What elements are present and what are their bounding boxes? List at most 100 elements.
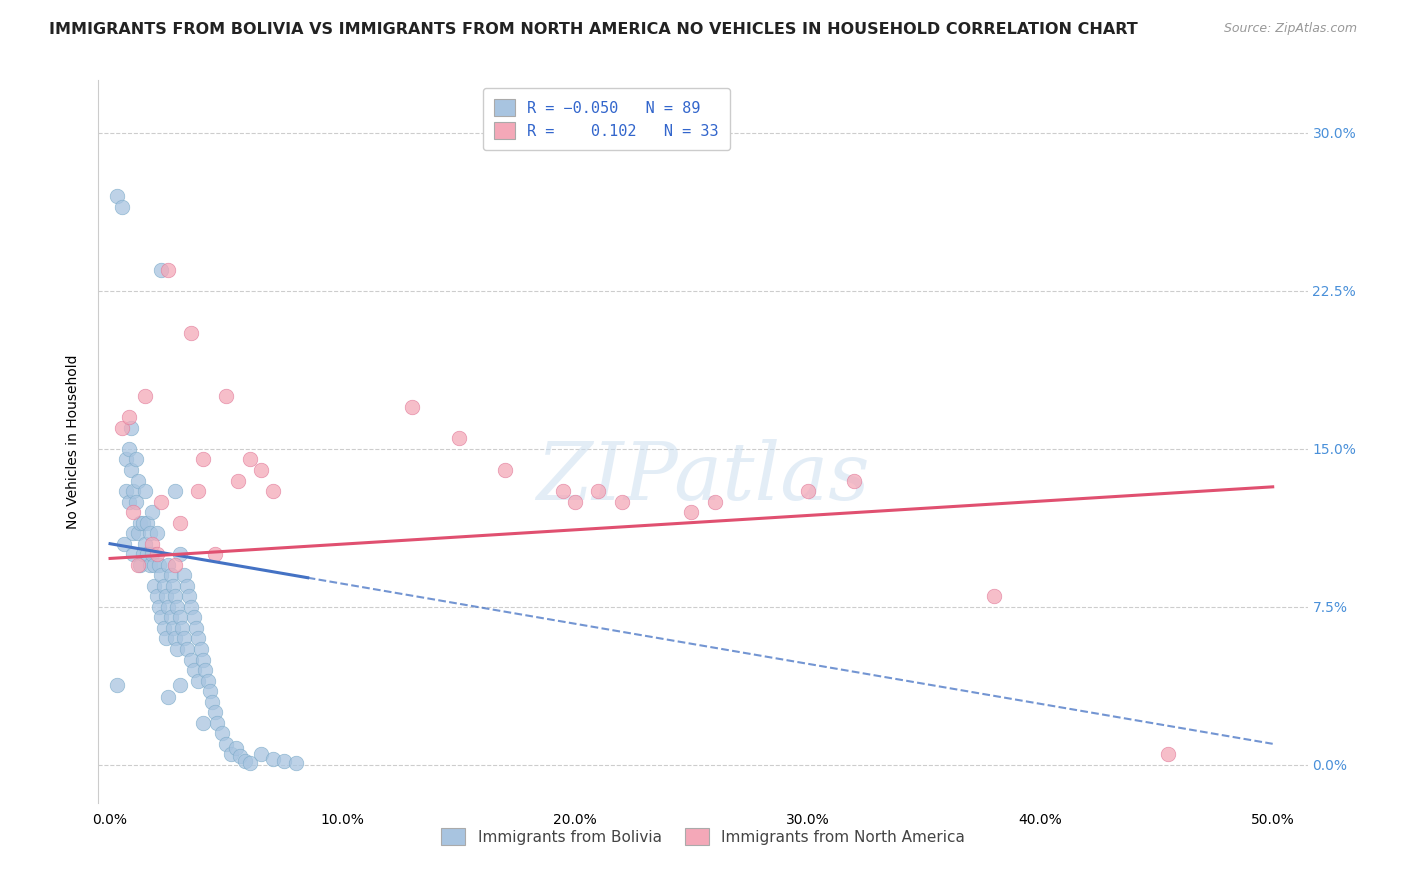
Point — [124, 494, 146, 508]
Point — [120, 421, 142, 435]
Point — [148, 558, 170, 572]
Point — [844, 474, 866, 488]
Point — [173, 568, 195, 582]
Point — [169, 516, 191, 530]
Point — [120, 463, 142, 477]
Point — [143, 579, 166, 593]
Point — [150, 568, 173, 582]
Point — [136, 547, 159, 561]
Point — [148, 599, 170, 614]
Point — [447, 431, 470, 445]
Point — [180, 599, 202, 614]
Point — [239, 452, 262, 467]
Point — [111, 421, 134, 435]
Point — [183, 610, 205, 624]
Point — [122, 483, 145, 498]
Point — [118, 442, 141, 456]
Y-axis label: No Vehicles in Household: No Vehicles in Household — [66, 354, 80, 529]
Point — [115, 452, 138, 467]
Point — [150, 494, 173, 508]
Point — [494, 463, 516, 477]
Point — [564, 494, 586, 508]
Point — [204, 547, 226, 561]
Point — [165, 632, 187, 646]
Point — [122, 547, 145, 561]
Point — [1157, 747, 1180, 762]
Point — [225, 741, 247, 756]
Point — [165, 483, 187, 498]
Point — [233, 754, 256, 768]
Point — [134, 537, 156, 551]
Point — [262, 751, 284, 765]
Text: IMMIGRANTS FROM BOLIVIA VS IMMIGRANTS FROM NORTH AMERICA NO VEHICLES IN HOUSEHOL: IMMIGRANTS FROM BOLIVIA VS IMMIGRANTS FR… — [49, 22, 1137, 37]
Point — [226, 474, 249, 488]
Point — [796, 483, 818, 498]
Point — [198, 684, 221, 698]
Point — [131, 547, 153, 561]
Point — [215, 737, 238, 751]
Point — [681, 505, 703, 519]
Point — [127, 558, 149, 572]
Point — [183, 663, 205, 677]
Text: ZIPatlas: ZIPatlas — [536, 439, 870, 516]
Point — [205, 715, 228, 730]
Point — [105, 189, 128, 203]
Point — [129, 558, 152, 572]
Point — [273, 754, 295, 768]
Point — [180, 652, 202, 666]
Point — [239, 756, 262, 770]
Point — [157, 599, 180, 614]
Point — [172, 621, 194, 635]
Text: Source: ZipAtlas.com: Source: ZipAtlas.com — [1223, 22, 1357, 36]
Point — [162, 621, 184, 635]
Point — [129, 516, 152, 530]
Point — [115, 483, 138, 498]
Point — [176, 579, 198, 593]
Point — [180, 326, 202, 340]
Point — [157, 558, 180, 572]
Point — [179, 590, 201, 604]
Point — [155, 632, 177, 646]
Point — [204, 705, 226, 719]
Point — [118, 494, 141, 508]
Point — [262, 483, 284, 498]
Point — [138, 558, 160, 572]
Point — [703, 494, 725, 508]
Point — [112, 537, 135, 551]
Point — [118, 410, 141, 425]
Point — [159, 568, 181, 582]
Point — [201, 695, 224, 709]
Point — [553, 483, 575, 498]
Point — [152, 621, 174, 635]
Point — [215, 389, 238, 403]
Point — [138, 526, 160, 541]
Point — [229, 749, 252, 764]
Point — [141, 547, 163, 561]
Point — [166, 599, 188, 614]
Point — [141, 537, 163, 551]
Point — [152, 579, 174, 593]
Point — [184, 621, 207, 635]
Point — [122, 505, 145, 519]
Point — [176, 642, 198, 657]
Point — [124, 452, 146, 467]
Point — [187, 483, 209, 498]
Point — [127, 474, 149, 488]
Point — [157, 690, 180, 705]
Point — [155, 590, 177, 604]
Point — [166, 642, 188, 657]
Point — [169, 547, 191, 561]
Point — [145, 590, 167, 604]
Point — [169, 678, 191, 692]
Point — [588, 483, 610, 498]
Point — [134, 483, 156, 498]
Point — [131, 516, 153, 530]
Point — [187, 632, 209, 646]
Point — [187, 673, 209, 688]
Point — [143, 558, 166, 572]
Point — [250, 747, 273, 762]
Point — [136, 516, 159, 530]
Point — [150, 263, 173, 277]
Point — [191, 452, 214, 467]
Point — [211, 726, 233, 740]
